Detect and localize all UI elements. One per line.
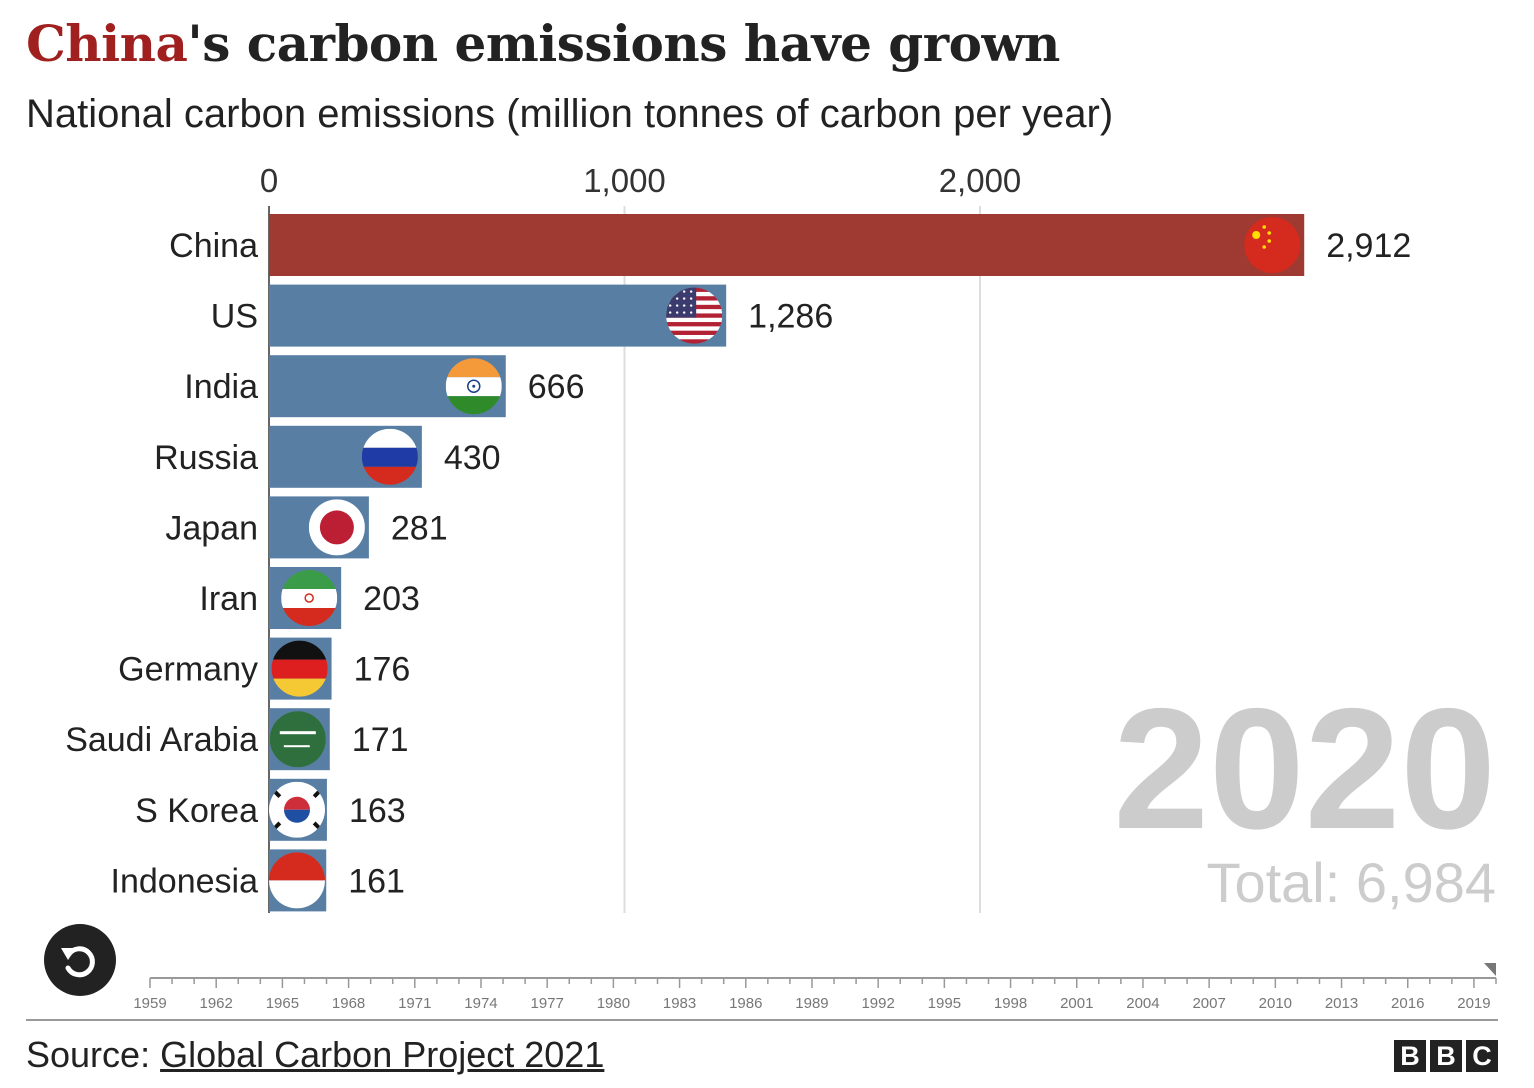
- footer-divider: [26, 1019, 1498, 1021]
- bar: [269, 284, 727, 347]
- timeline-label: 1980: [597, 995, 630, 1010]
- japan-flag-icon: [308, 499, 365, 556]
- source-prefix: Source:: [26, 1034, 161, 1075]
- us-flag-icon: [666, 287, 723, 344]
- bbc-logo-letter: B: [1430, 1040, 1462, 1072]
- value-label: 203: [363, 580, 420, 618]
- timeline[interactable]: 1959 1962 1965 1968 1971 1974 1977 1980 1983 1986…: [133, 963, 1497, 1010]
- value-label: 171: [352, 721, 409, 759]
- timeline-label: 2013: [1325, 995, 1358, 1010]
- category-label: China: [169, 227, 258, 265]
- iran-flag-icon: [281, 570, 338, 626]
- value-label: 163: [349, 792, 406, 830]
- value-label: 176: [354, 651, 411, 689]
- value-label: 430: [444, 439, 501, 477]
- south-korea-flag-icon: [269, 781, 325, 838]
- category-label: Germany: [118, 651, 258, 689]
- timeline-label: 1974: [464, 995, 497, 1010]
- timeline-label: 1959: [133, 995, 166, 1010]
- bar-chart: 0 1,000 2,000 China 2,912 US 1,286 India 666 Rus…: [65, 162, 1497, 1010]
- timeline-label: 2010: [1259, 995, 1292, 1010]
- source-link[interactable]: Global Carbon Project 2021: [160, 1034, 605, 1075]
- timeline-label: 1962: [200, 995, 233, 1010]
- bar: [269, 214, 1305, 276]
- timeline-label: 1998: [994, 995, 1027, 1010]
- category-label: S Korea: [135, 792, 258, 830]
- timeline-label: 1977: [530, 995, 563, 1010]
- china-flag-icon: [1244, 217, 1301, 273]
- x-tick-label: 1,000: [583, 162, 666, 199]
- chart-title: China's carbon emissions have grown: [26, 14, 1060, 73]
- chart-subtitle: National carbon emissions (million tonne…: [26, 92, 1114, 136]
- x-tick-label: 2,000: [939, 162, 1022, 199]
- timeline-label: 2016: [1391, 995, 1424, 1010]
- value-label: 281: [391, 509, 448, 547]
- timeline-label: 1992: [861, 995, 894, 1010]
- timeline-label: 1965: [266, 995, 299, 1010]
- timeline-label: 1995: [928, 995, 961, 1010]
- title-rest: 's carbon emissions have grown: [187, 14, 1060, 73]
- value-label: 2,912: [1326, 227, 1411, 265]
- russia-flag-icon: [361, 428, 418, 485]
- saudi-arabia-flag-icon: [269, 711, 326, 768]
- value-label: 666: [528, 368, 585, 406]
- timeline-label: 1983: [663, 995, 696, 1010]
- timeline-label: 1968: [332, 995, 365, 1010]
- category-label: Iran: [199, 580, 258, 618]
- category-label: US: [211, 298, 258, 336]
- category-label: Russia: [154, 439, 258, 477]
- category-label: Japan: [165, 509, 258, 547]
- timeline-label: 1971: [398, 995, 431, 1010]
- germany-flag-icon: [271, 640, 328, 697]
- category-label: India: [184, 368, 258, 406]
- timeline-label: 2004: [1126, 995, 1159, 1010]
- value-label: 161: [348, 862, 405, 900]
- x-tick-label: 0: [260, 162, 278, 199]
- total-label: Total: 6,984: [1206, 851, 1496, 914]
- bbc-logo-letter: B: [1394, 1040, 1426, 1072]
- bbc-logo-letter: C: [1466, 1040, 1498, 1072]
- indonesia-flag-icon: [269, 852, 325, 909]
- india-flag-icon: [445, 358, 502, 415]
- title-highlight: China: [26, 14, 188, 73]
- replay-icon: [61, 946, 95, 978]
- timeline-handle[interactable]: [1484, 963, 1496, 976]
- year-label: 2020: [1113, 673, 1496, 865]
- replay-button[interactable]: [44, 924, 116, 996]
- source-note: Source: Global Carbon Project 2021: [26, 1034, 604, 1076]
- value-label: 1,286: [748, 298, 833, 336]
- category-label: Saudi Arabia: [65, 721, 258, 759]
- bbc-logo: B B C: [1394, 1040, 1498, 1072]
- category-label: Indonesia: [111, 862, 259, 900]
- timeline-label: 1989: [795, 995, 828, 1010]
- timeline-label: 1986: [729, 995, 762, 1010]
- timeline-label: 2007: [1192, 995, 1225, 1010]
- timeline-label: 2001: [1060, 995, 1093, 1010]
- timeline-label: 2019: [1457, 995, 1490, 1010]
